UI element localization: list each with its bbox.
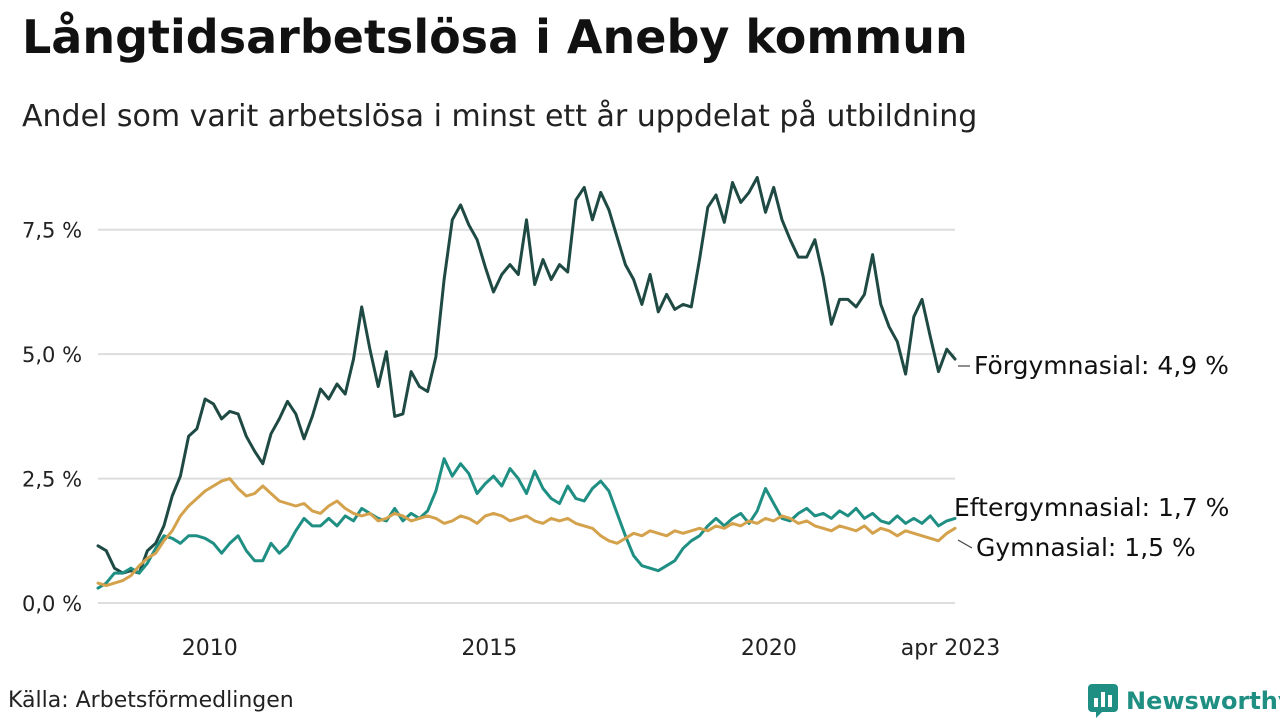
series-line-gymnasial xyxy=(96,477,957,588)
brand-logo: Newsworthy xyxy=(1088,684,1280,718)
x-axis-tick-labels: 2010 2015 2020 apr 2023 xyxy=(182,636,1000,661)
series-end-label: Förgymnasial: 4,9 % xyxy=(974,351,1229,380)
chart-title: Långtidsarbetslösa i Aneby kommun xyxy=(22,10,968,64)
x-tick-label: 2020 xyxy=(741,636,797,661)
x-tick-label: 2015 xyxy=(461,636,517,661)
newsworthy-logo-icon xyxy=(1088,684,1118,718)
y-axis-tick-labels: 0,0 % 2,5 % 5,0 % 7,5 % xyxy=(22,219,82,616)
x-tick-label: apr 2023 xyxy=(901,636,1000,661)
series-end-label: Gymnasial: 1,5 % xyxy=(976,533,1196,562)
y-tick-label: 5,0 % xyxy=(22,343,82,367)
series-line-frgymnasial xyxy=(96,176,957,575)
series-lines xyxy=(96,176,957,590)
label-connector xyxy=(957,539,973,549)
x-tick-label: 2010 xyxy=(182,636,238,661)
brand-name: Newsworthy xyxy=(1126,687,1280,715)
source-note: Källa: Arbetsförmedlingen xyxy=(8,688,294,713)
chart-subtitle: Andel som varit arbetslösa i minst ett å… xyxy=(22,99,978,134)
y-tick-label: 7,5 % xyxy=(22,219,82,243)
line-chart: 0,0 % 2,5 % 5,0 % 7,5 % 2010 2015 2020 apr 202… xyxy=(22,176,1229,661)
series-end-label: Eftergymnasial: 1,7 % xyxy=(954,493,1229,522)
series-end-labels: Förgymnasial: 4,9 % Eftergymnasial: 1,7 %… xyxy=(954,351,1229,562)
series-line-eftergymnasial xyxy=(96,457,957,590)
y-tick-label: 2,5 % xyxy=(22,468,82,492)
y-tick-label: 0,0 % xyxy=(22,592,82,616)
